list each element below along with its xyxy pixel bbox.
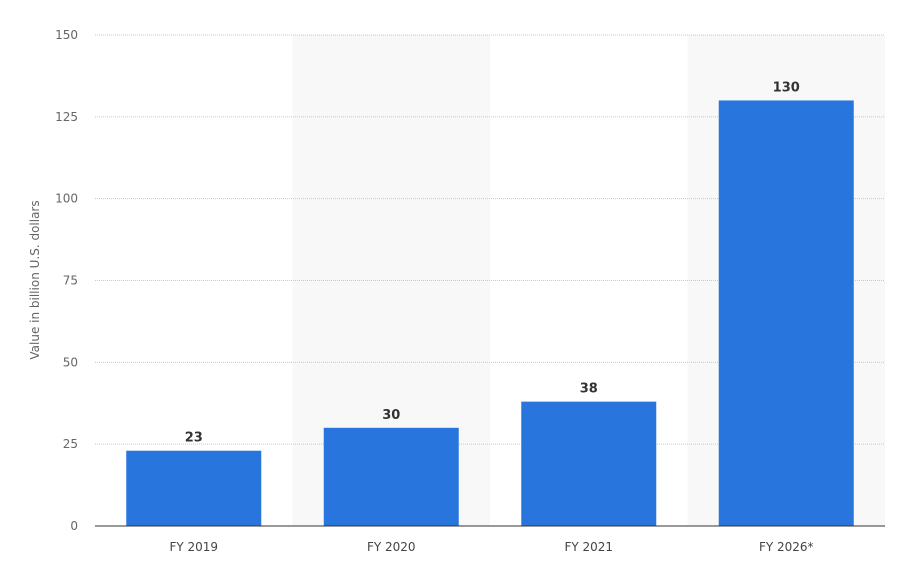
y-axis-ticks: 0 25 50 75 100 125 150 xyxy=(55,28,78,533)
bars xyxy=(126,100,854,526)
y-tick-label: 100 xyxy=(55,192,78,206)
x-tick-label: FY 2019 xyxy=(169,540,218,554)
data-label: 38 xyxy=(580,382,598,397)
y-tick-label: 125 xyxy=(55,110,78,124)
x-tick-label: FY 2021 xyxy=(564,540,613,554)
y-tick-label: 75 xyxy=(63,274,78,288)
x-tick-label: FY 2020 xyxy=(367,540,416,554)
y-axis-label: Value in billion U.S. dollars xyxy=(28,200,42,359)
x-tick-label: FY 2026* xyxy=(759,540,814,554)
bar-fy-2026- xyxy=(718,100,854,526)
y-tick-label: 50 xyxy=(63,355,78,369)
bar-fy-2019 xyxy=(126,450,262,526)
y-tick-label: 0 xyxy=(70,519,78,533)
y-tick-label: 150 xyxy=(55,28,78,42)
bar-fy-2021 xyxy=(521,401,657,526)
data-labels: 23 30 38 130 xyxy=(185,80,800,445)
bar-fy-2020 xyxy=(323,427,459,526)
data-label: 30 xyxy=(382,408,400,423)
y-tick-label: 25 xyxy=(63,437,78,451)
x-axis-categories: FY 2019 FY 2020 FY 2021 FY 2026* xyxy=(169,540,813,554)
data-label: 130 xyxy=(773,80,800,95)
data-label: 23 xyxy=(185,431,203,446)
